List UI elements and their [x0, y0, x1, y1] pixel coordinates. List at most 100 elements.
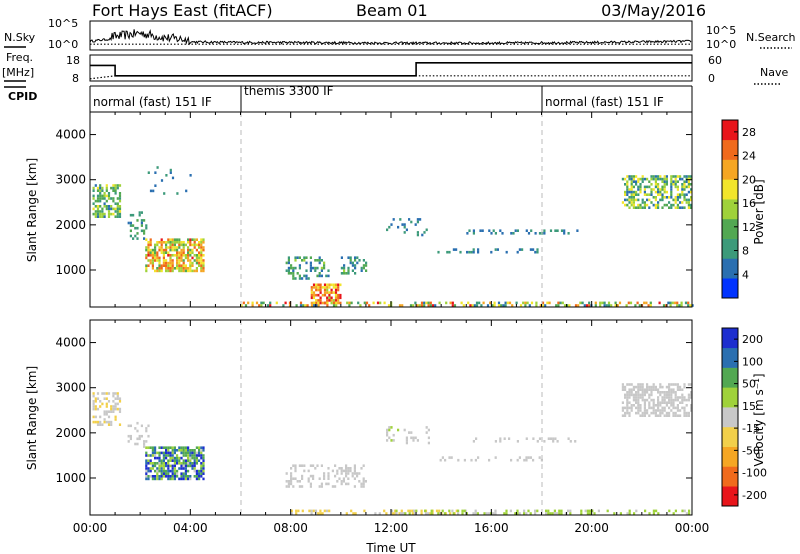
colorbar-swatch: [722, 367, 738, 388]
power-cells-cell: [160, 264, 163, 267]
power-cells-cell: [287, 272, 290, 275]
vel-cells-cell: [287, 480, 290, 483]
freq-unit-label: [MHz]: [2, 66, 34, 79]
power-cells-cell: [156, 267, 159, 270]
power-cells-cell: [536, 250, 539, 254]
vel-cells-cell: [624, 406, 627, 410]
power-cells-cell: [149, 241, 152, 244]
vel-cells-cell: [169, 459, 172, 462]
power-cells-cell: [191, 243, 194, 247]
power-cells-cell: [110, 207, 113, 211]
vel-cells-cell: [298, 480, 301, 483]
vel-cells-cell: [347, 467, 350, 470]
power-cells-cell: [347, 269, 350, 272]
vel-cells-cell: [499, 440, 502, 443]
vel-cells-cell: [160, 475, 163, 478]
vel-cells-cell: [558, 512, 561, 515]
vel-cells-cell: [200, 451, 203, 455]
vel-cells-cell: [156, 472, 159, 475]
power-cells-cell: [501, 232, 504, 235]
noise-panel: N.Sky 10^5 10^0 10^5 10^0 N.Search: [4, 17, 796, 51]
vel-cells-cell: [327, 477, 330, 480]
vel-cells-cell: [679, 385, 682, 389]
power-cells-cell: [339, 283, 342, 287]
power-cells-cell: [541, 301, 545, 305]
vel-cells-cell: [182, 477, 185, 481]
colorbar-tick-label: 20: [742, 173, 756, 186]
power-cells-cell: [670, 206, 673, 209]
vel-cells-cell: [670, 383, 673, 386]
power-cells-cell: [158, 267, 161, 270]
power-cells-cell: [110, 186, 113, 190]
power-cells-cell: [147, 251, 150, 254]
vel-cells-cell: [158, 451, 161, 455]
vel-cells-cell: [648, 406, 651, 410]
vel-cells-cell: [162, 475, 165, 478]
power-cells-cell: [652, 203, 655, 207]
power-cells-cell: [260, 304, 263, 307]
power-cells-cell: [639, 203, 642, 207]
vel-cells-cell: [195, 446, 198, 449]
vel-cells-cell: [657, 398, 660, 402]
vel-cells-cell: [532, 437, 535, 440]
power-cells-cell: [687, 175, 690, 178]
power-cells-cell: [156, 241, 159, 244]
power-cells-cell: [103, 212, 106, 216]
vel-cells-cell: [178, 477, 181, 481]
power-cells-cell: [624, 203, 627, 207]
power-cells-cell: [455, 248, 458, 251]
vel-cells-cell: [630, 409, 633, 412]
colorbar-tick-label: 4: [742, 268, 749, 281]
power-cells-cell: [668, 201, 671, 204]
power-cells-cell: [107, 207, 111, 211]
power-cells-cell: [287, 259, 290, 262]
vel-cells-cell: [674, 509, 677, 513]
vel-cells-cell: [312, 464, 315, 467]
vel-cells-cell: [331, 469, 334, 473]
power-cells-cell: [156, 251, 159, 254]
power-cells-cell: [149, 254, 152, 257]
vel-cells-cell: [661, 411, 664, 415]
power-cells-cell: [516, 229, 519, 232]
vel-cells-cell: [94, 400, 97, 403]
power-cells-cell: [577, 304, 580, 307]
power-cells-cell: [671, 301, 674, 305]
vel-cells-cell: [398, 512, 401, 515]
vel-cells-cell: [314, 467, 317, 470]
power-cells-cell: [101, 210, 104, 213]
vel-cells-cell: [665, 391, 668, 394]
vel-cells-cell: [529, 512, 532, 515]
power-cells-cell: [354, 256, 357, 259]
vel-cells-cell: [378, 512, 381, 515]
vel-cells-cell: [114, 405, 117, 408]
power-cells-cell: [337, 293, 340, 297]
power-cells-cell: [637, 203, 640, 207]
vel-cells-cell: [193, 467, 196, 470]
vel-cells-cell: [586, 512, 589, 515]
vel-cells-cell: [92, 405, 95, 408]
power-cells-cell: [298, 266, 301, 270]
power-cells-cell: [418, 304, 421, 307]
power-cells-cell: [94, 210, 97, 213]
power-cells-cell: [676, 185, 679, 189]
power-cells-cell: [328, 296, 331, 300]
vel-cells-cell: [523, 509, 526, 513]
vel-cells-cell: [127, 440, 130, 443]
power-cells-cell: [103, 197, 106, 200]
vel-cells-cell: [402, 512, 405, 515]
vel-cells-cell: [202, 454, 205, 457]
vel-cells-cell: [641, 398, 644, 402]
power-cells-cell: [200, 241, 203, 244]
power-x-ticks: [89, 112, 693, 307]
vel-cells-cell: [140, 424, 143, 428]
vel-cells-cell: [103, 413, 106, 416]
power-cells-cell: [614, 304, 617, 307]
power-cells-cell: [648, 180, 651, 183]
vel-cells-cell: [294, 464, 297, 467]
power-cells-cell: [282, 304, 285, 307]
power-cells-cell: [521, 248, 524, 251]
power-cells-cell: [310, 286, 313, 289]
power-panel-frame: [89, 111, 693, 308]
power-cells-cell: [310, 293, 313, 297]
vel-cells-cell: [114, 392, 117, 395]
